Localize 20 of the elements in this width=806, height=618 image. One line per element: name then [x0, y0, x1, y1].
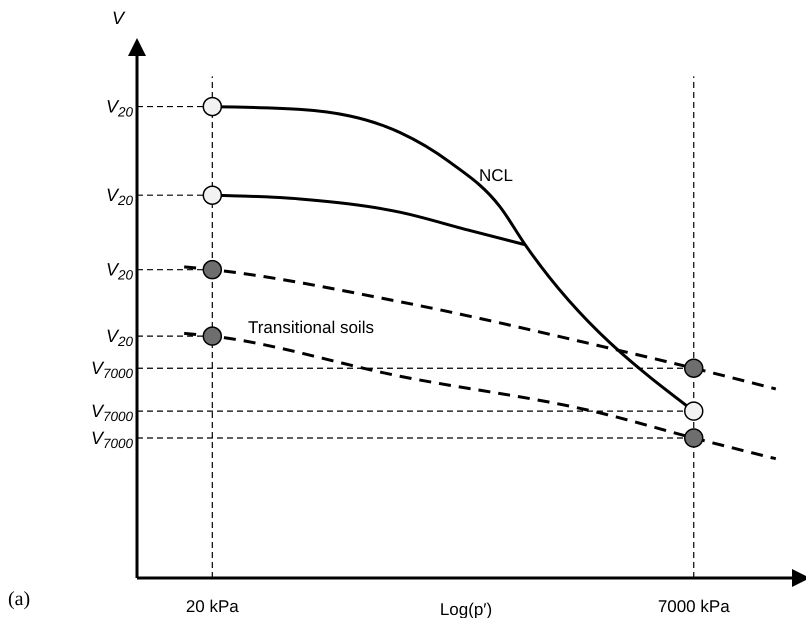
x-tick-label: 20 kPa [186, 597, 240, 616]
ref-line-label: V$_{20}$ [106, 185, 134, 208]
point [202, 185, 222, 205]
point [684, 358, 704, 378]
point [202, 326, 222, 346]
ref-line-label: V$_{20}$ [106, 96, 134, 120]
ref-line-label: V$_{7000}$ [90, 358, 134, 382]
y-axis-title: V [112, 8, 124, 29]
ref-line-label: V$_{7000}$ [90, 428, 134, 452]
text: (a) [8, 588, 30, 611]
ref-line-label: V$_{7000}$ [90, 401, 134, 424]
ref-line-label: V$_{20}$ [106, 260, 134, 283]
x-tick-label: 7000 kPa [658, 597, 730, 616]
point [202, 260, 222, 280]
point [684, 428, 704, 448]
ref-line-label: V$_{20}$ [106, 326, 134, 350]
annotation: NCL [479, 166, 514, 186]
point [684, 401, 704, 421]
point [202, 96, 222, 116]
annotation: Transitional soils [248, 318, 374, 338]
